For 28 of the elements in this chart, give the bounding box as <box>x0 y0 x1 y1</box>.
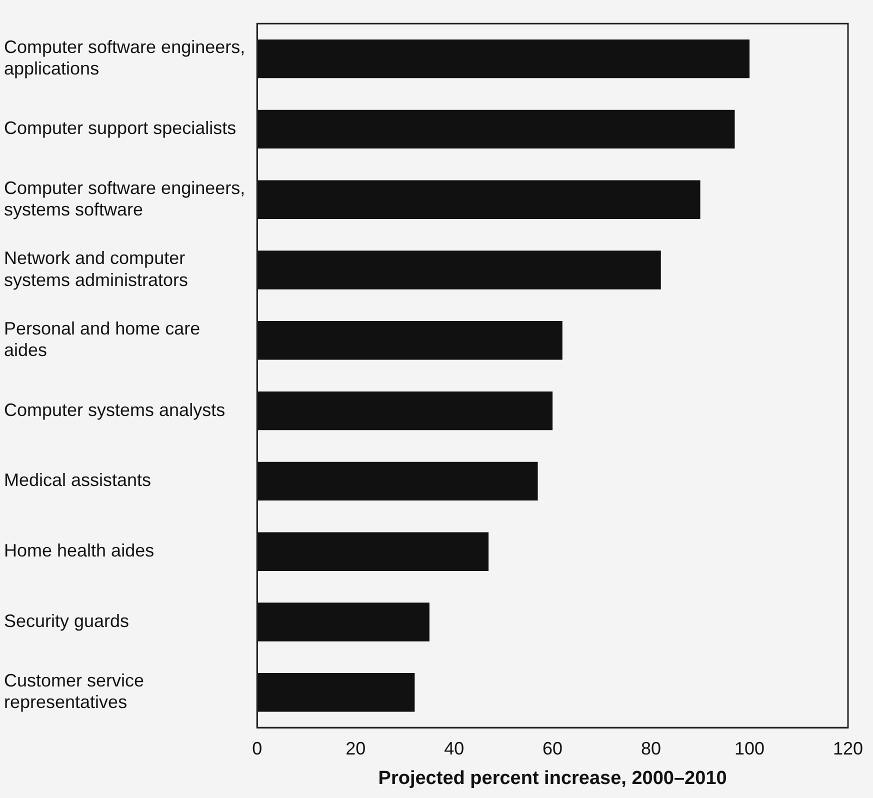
x-tick-label: 120 <box>832 738 864 758</box>
bar <box>257 250 661 290</box>
y-tick-label: Medical assistants <box>4 470 152 490</box>
y-tick-label: Computer software engineers, systems software <box>4 178 246 220</box>
x-tick-label: 40 <box>444 738 464 758</box>
y-tick-label: Home health aides <box>4 540 154 561</box>
y-tick-label: Computer systems analysts <box>4 400 226 420</box>
x-tick-label: 60 <box>542 738 563 758</box>
y-tick-label: Computer support specialists <box>4 118 236 138</box>
y-tick-label: Security guards <box>4 610 130 631</box>
x-axis-title: Projected percent increase, 2000–2010 <box>378 768 727 789</box>
bar <box>257 602 430 642</box>
bar <box>257 673 415 712</box>
x-tick-label: 80 <box>641 738 662 758</box>
y-tick-label: Customer service representatives <box>4 670 144 712</box>
x-tick-label: 0 <box>252 738 262 758</box>
bar <box>257 321 562 360</box>
x-tick-label: 100 <box>734 738 765 758</box>
y-tick-label: Computer software engineers, applications <box>4 36 246 79</box>
bar <box>257 391 553 430</box>
bar <box>257 180 700 219</box>
y-tick-label: Network and computer systems administrators <box>4 248 188 290</box>
x-tick-label: 20 <box>346 738 366 758</box>
bar <box>257 110 735 149</box>
y-tick-label: Personal and home care aides <box>4 318 200 360</box>
bar <box>257 39 750 78</box>
bar <box>257 462 538 501</box>
bar <box>257 532 489 571</box>
